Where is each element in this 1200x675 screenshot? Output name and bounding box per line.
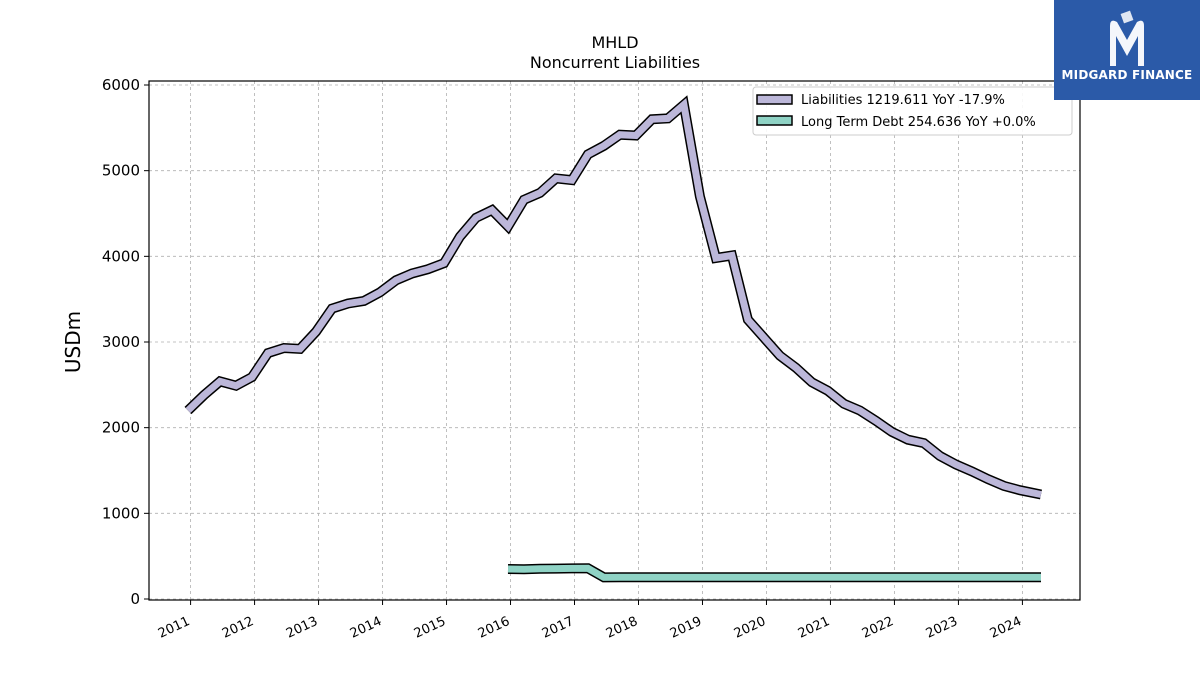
- series-line-liabilities: [185, 98, 1042, 498]
- y-tick-label: 2000: [102, 419, 140, 437]
- x-tick-label: 2021: [796, 614, 832, 642]
- legend-label-long-term-debt: Long Term Debt 254.636 YoY +0.0%: [801, 115, 1036, 130]
- x-tick-label: 2023: [924, 614, 960, 642]
- x-tick-label: 2013: [284, 614, 320, 642]
- x-tick-label: 2018: [604, 614, 640, 642]
- x-tick-label: 2014: [348, 614, 384, 642]
- brand-logo: MIDGARD FINANCE: [1054, 0, 1200, 100]
- y-tick-label: 3000: [102, 333, 140, 351]
- legend-label-liabilities: Liabilities 1219.611 YoY -17.9%: [801, 93, 1005, 108]
- logo-mark-icon: [1110, 10, 1144, 67]
- y-tick-label: 1000: [102, 504, 140, 522]
- x-tick-label: 2019: [668, 614, 704, 642]
- y-axis: 0 1000 2000 3000 4000 5000 6000: [102, 76, 149, 608]
- chart-title: MHLD: [591, 33, 638, 52]
- x-tick-label: 2022: [860, 614, 896, 642]
- x-tick-label: 2011: [156, 614, 192, 642]
- legend: Liabilities 1219.611 YoY -17.9% Long Ter…: [752, 86, 1073, 136]
- y-tick-label: 5000: [102, 162, 140, 180]
- brand-name: MIDGARD FINANCE: [1061, 68, 1193, 82]
- series-lines: [184, 95, 1042, 583]
- chart-subtitle: Noncurrent Liabilities: [530, 53, 700, 72]
- x-tick-label: 2012: [220, 614, 256, 642]
- x-tick-label: 2020: [732, 614, 768, 642]
- x-axis: 2011 2012 2013 2014 2015 2016 2017 2018 2019 2020…: [156, 600, 1024, 642]
- legend-swatch-long-term-debt: [756, 115, 793, 126]
- x-tick-label: 2024: [988, 614, 1024, 642]
- x-tick-label: 2016: [476, 614, 512, 642]
- legend-swatch-liabilities: [756, 94, 793, 105]
- y-tick-label: 4000: [102, 247, 140, 265]
- y-tick-label: 6000: [102, 76, 140, 94]
- x-tick-label: 2017: [540, 614, 576, 642]
- y-tick-label: 0: [130, 590, 140, 608]
- series-outline-liabilities: [184, 95, 1042, 500]
- plot-frame: [148, 80, 1081, 601]
- y-axis-label: USDm: [61, 311, 85, 373]
- series-line-long-term-debt: [507, 564, 1041, 581]
- x-tick-label: 2015: [412, 614, 448, 642]
- grid: [149, 81, 1080, 600]
- legend-box: [752, 86, 1073, 136]
